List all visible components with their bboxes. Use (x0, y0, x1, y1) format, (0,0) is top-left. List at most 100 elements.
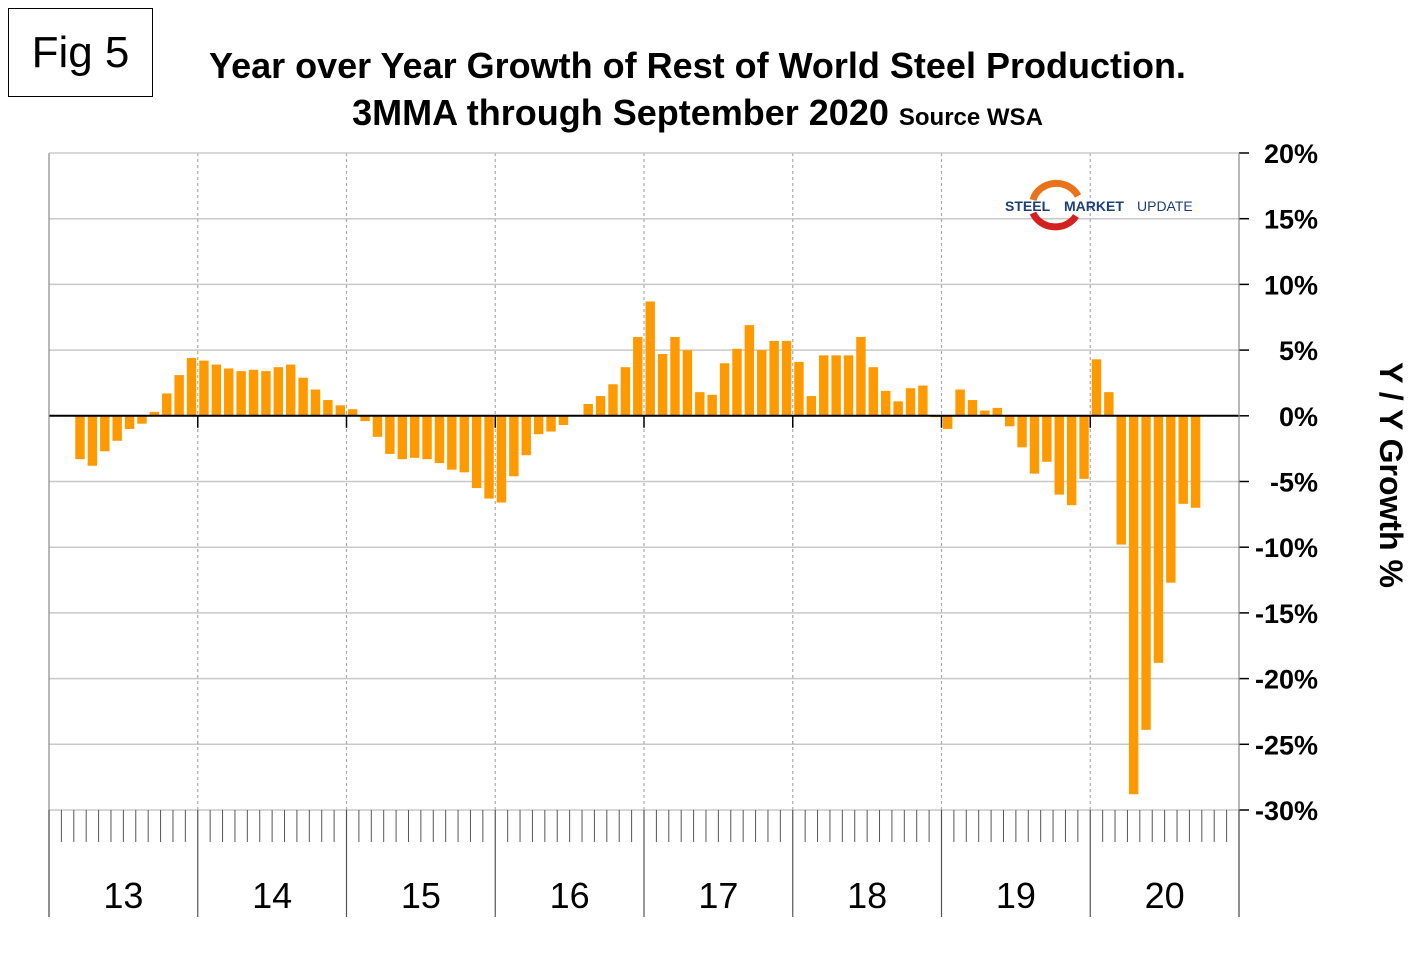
bar (967, 400, 978, 416)
bar (335, 405, 346, 416)
bar (918, 385, 928, 416)
y-tick-label: -20% (1255, 665, 1318, 695)
bar (471, 415, 482, 489)
bar (100, 415, 110, 452)
bar (533, 415, 544, 435)
bar (149, 411, 160, 416)
chart-title-line2: 3MMA through September 2020 Source WSA (150, 89, 1245, 141)
bar (521, 415, 531, 456)
bar (372, 415, 383, 437)
bar (682, 350, 693, 416)
chart-source: Source WSA (898, 104, 1043, 131)
bar (719, 363, 730, 416)
bar (75, 415, 85, 460)
y-tick-label: 10% (1264, 270, 1318, 300)
steel-market-update-logo: STEEL MARKET UPDATE (1005, 179, 1193, 231)
bar (273, 367, 284, 416)
y-tick-label: -10% (1255, 533, 1318, 563)
bar (248, 369, 259, 416)
bar (286, 364, 296, 416)
bar (893, 401, 903, 416)
bar (162, 393, 172, 416)
bar (757, 350, 767, 416)
bar (1017, 415, 1027, 448)
bar (806, 396, 817, 416)
bar (496, 415, 507, 503)
bar (831, 355, 841, 416)
bar (1079, 415, 1089, 479)
bar (211, 364, 222, 416)
bar (744, 325, 755, 416)
year-label: 19 (996, 875, 1036, 916)
bar (868, 367, 879, 416)
bar (645, 301, 655, 416)
chart-title: Year over Year Growth of Rest of World S… (150, 42, 1245, 141)
logo-text-update: UPDATE (1137, 198, 1193, 214)
bar (323, 400, 333, 416)
bar (310, 389, 321, 416)
bar (1104, 392, 1114, 416)
bar (707, 394, 717, 416)
bar (385, 415, 395, 454)
bar (434, 415, 445, 464)
bar (595, 396, 606, 416)
bar (781, 340, 792, 416)
bar (87, 415, 98, 466)
bar (124, 415, 135, 429)
bar (546, 415, 556, 432)
bar (558, 415, 569, 425)
bar (695, 392, 705, 416)
bar (1042, 415, 1052, 462)
chart-subtitle: 3MMA through September 2020 (352, 92, 889, 133)
bar (360, 415, 370, 422)
bar (1091, 359, 1102, 416)
bar (881, 390, 891, 416)
y-tick-label: -30% (1255, 796, 1318, 826)
bar (769, 340, 779, 416)
year-label: 14 (252, 875, 292, 916)
y-tick-label: 5% (1279, 336, 1318, 366)
chart-title-line1: Year over Year Growth of Rest of World S… (209, 45, 1186, 86)
bar (905, 388, 916, 416)
year-label: 13 (103, 875, 143, 916)
bar (174, 375, 184, 416)
bar (955, 389, 965, 416)
bar (1054, 415, 1064, 495)
bar (422, 415, 432, 460)
year-label: 20 (1145, 875, 1185, 916)
bar (843, 355, 854, 416)
bar (484, 415, 494, 499)
y-tick-label: -5% (1270, 468, 1318, 498)
y-axis-label: Y / Y Growth % (1373, 362, 1409, 588)
figure-label: Fig 5 (8, 8, 153, 97)
figure-label-text: Fig 5 (31, 27, 130, 77)
bar (224, 368, 234, 416)
bar (1029, 415, 1040, 474)
axes: 20% 15% 10% 5% 0% -5% -10% -15% -20% -25% -30% 13 14… (48, 139, 1318, 917)
bar (112, 415, 122, 441)
bar (236, 371, 246, 416)
bar (397, 415, 407, 460)
bar (186, 357, 197, 416)
bar (794, 361, 804, 416)
bar (298, 377, 308, 416)
bar (942, 415, 953, 429)
bar (583, 403, 593, 416)
bar (509, 415, 519, 477)
bar (261, 371, 271, 416)
bar (633, 336, 643, 416)
year-label: 16 (550, 875, 590, 916)
bar (1004, 415, 1015, 427)
bar (670, 336, 680, 416)
bar (1178, 415, 1188, 504)
bar (1166, 415, 1176, 583)
bar (1141, 415, 1151, 730)
y-tick-label: 15% (1264, 205, 1318, 235)
bars (75, 301, 1201, 795)
bar (980, 410, 990, 416)
y-tick-label: -25% (1255, 730, 1318, 760)
bar (1128, 415, 1139, 795)
year-label: 17 (698, 875, 738, 916)
bar (137, 415, 147, 424)
